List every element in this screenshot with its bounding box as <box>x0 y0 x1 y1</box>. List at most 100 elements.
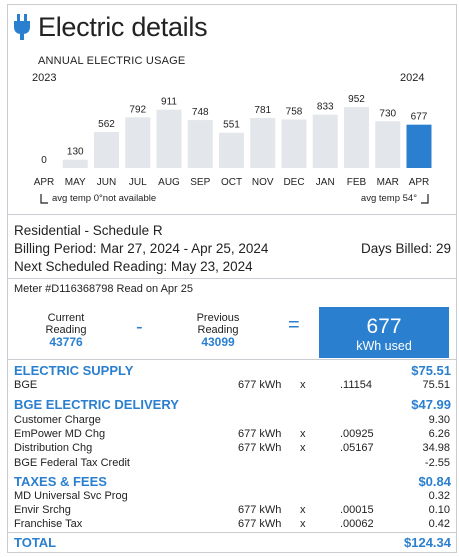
current-reading-value: 43776 <box>49 335 83 349</box>
kwh-used-value: 677 <box>366 315 402 338</box>
line-name: MD Universal Svc Prog <box>14 490 128 502</box>
bar-value-label: 130 <box>67 147 84 158</box>
section-total: TOTAL <box>14 535 57 550</box>
line-amount: 0.42 <box>428 518 450 530</box>
chart-title: ANNUAL ELECTRIC USAGE <box>38 55 186 67</box>
divider <box>8 359 456 360</box>
section-taxes-fees-amount: $0.84 <box>418 474 451 489</box>
line-times: x <box>300 379 306 391</box>
category-label: MAR <box>377 177 399 188</box>
category-label: NOV <box>252 177 274 188</box>
chart-year-end: 2024 <box>400 72 425 84</box>
previous-reading-label-1: Previous <box>196 312 240 324</box>
line-item: Franchise Tax 677 kWh x .00062 0.42 <box>14 518 450 531</box>
current-reading-label-2: Reading <box>45 324 87 336</box>
bar-value-label: 833 <box>317 102 334 113</box>
bar-value-label: 551 <box>223 120 240 131</box>
kwh-used-box: 677 kWh used <box>319 307 449 358</box>
bar-jul-3 <box>125 117 151 168</box>
line-item: BGE Federal Tax Credit -2.55 <box>14 457 450 470</box>
divider <box>8 532 456 533</box>
category-label: JUL <box>129 177 147 188</box>
category-label: MAY <box>65 177 86 188</box>
bar-aug-4 <box>156 109 182 168</box>
line-item: EmPower MD Chg 677 kWh x .00925 6.26 <box>14 428 450 441</box>
section-electric-supply: ELECTRIC SUPPLY <box>14 363 134 378</box>
bar-mar-11 <box>375 121 401 168</box>
category-label: JAN <box>316 177 335 188</box>
current-reading-label-1: Current <box>47 312 85 324</box>
line-qty: 677 kWh <box>238 428 282 440</box>
line-rate: .05167 <box>340 442 374 454</box>
bar-value-label: 677 <box>411 112 428 123</box>
line-name: Envir Srchg <box>14 504 71 516</box>
bar-value-label: 758 <box>286 106 303 117</box>
bar-value-label: 730 <box>379 108 396 119</box>
line-name: BGE <box>14 379 38 391</box>
category-label: FEB <box>347 177 367 188</box>
line-qty: 677 kWh <box>238 379 282 391</box>
category-label: APR <box>34 177 55 188</box>
footnote-right: avg temp 54° <box>361 193 433 204</box>
section-electric-delivery-amount: $47.99 <box>411 397 451 412</box>
bar-apr-12 <box>406 124 432 168</box>
line-amount: 0.10 <box>428 504 450 516</box>
divider <box>8 278 456 279</box>
section-taxes-fees: TAXES & FEES <box>14 474 107 489</box>
category-label: SEP <box>190 177 210 188</box>
line-name: Franchise Tax <box>14 518 83 530</box>
kwh-used-label: kWh used <box>356 339 412 353</box>
minus-sign: - <box>136 316 143 338</box>
footnote-left: avg temp 0°not available <box>36 193 156 204</box>
section-electric-supply-amount: $75.51 <box>411 363 451 378</box>
section-electric-delivery: BGE ELECTRIC DELIVERY <box>14 397 179 412</box>
category-label: OCT <box>221 177 242 188</box>
line-rate: .11154 <box>340 379 373 391</box>
days-billed: Days Billed: 29 <box>360 241 451 256</box>
line-name: BGE Federal Tax Credit <box>14 457 130 469</box>
bar-feb-10 <box>344 107 369 168</box>
line-times: x <box>300 442 306 454</box>
line-item: Envir Srchg 677 kWh x .00015 0.10 <box>14 504 450 517</box>
schedule-text: Residential - Schedule R <box>14 223 163 238</box>
line-name: EmPower MD Chg <box>14 428 106 440</box>
bar-nov-7 <box>250 118 276 168</box>
line-rate: .00925 <box>340 428 374 440</box>
bar-dec-8 <box>281 119 307 168</box>
bar-value-label: 0 <box>41 155 47 166</box>
line-times: x <box>300 504 306 516</box>
line-rate: .00015 <box>340 504 374 516</box>
line-amount: 34.98 <box>422 442 450 454</box>
next-reading: Next Scheduled Reading: May 23, 2024 <box>14 259 253 274</box>
previous-reading: Previous Reading 43099 <box>182 312 254 348</box>
line-name: Distribution Chg <box>14 442 93 454</box>
plug-icon <box>14 14 30 40</box>
line-times: x <box>300 518 306 530</box>
bar-jun-2 <box>94 132 119 168</box>
corner-arrow-left-icon <box>40 193 48 204</box>
bar-value-label: 781 <box>254 105 271 116</box>
line-amount: 0.32 <box>428 490 450 502</box>
line-qty: 677 kWh <box>238 518 282 530</box>
footnote-left-text: avg temp 0°not available <box>52 193 157 204</box>
corner-arrow-right-icon <box>421 193 429 204</box>
previous-reading-value: 43099 <box>201 335 235 349</box>
bar-jan-9 <box>312 114 338 168</box>
equals-sign: = <box>288 314 300 336</box>
current-reading: Current Reading 43776 <box>30 312 102 348</box>
line-amount: 6.26 <box>428 428 450 440</box>
line-qty: 677 kWh <box>238 442 282 454</box>
category-label: AUG <box>158 177 180 188</box>
usage-bar-chart: 0 APR 130 MAY 562 JUN 792 JUL 911 AUG 748 SEP 551 OCT… <box>34 94 432 188</box>
bar-may-1 <box>62 159 88 168</box>
line-item: BGE 677 kWh x .11154 75.51 <box>14 379 450 392</box>
line-rate: .00062 <box>340 518 374 530</box>
category-label: APR <box>409 177 430 188</box>
title-text: Electric details <box>38 11 208 42</box>
line-qty: 677 kWh <box>238 504 282 516</box>
footnote-right-text: avg temp 54° <box>360 193 417 204</box>
line-amount: 75.51 <box>422 379 450 391</box>
bar-value-label: 911 <box>161 97 177 108</box>
meter-info: Meter #D116368798 Read on Apr 25 <box>14 283 193 295</box>
bar-oct-6 <box>219 132 244 168</box>
